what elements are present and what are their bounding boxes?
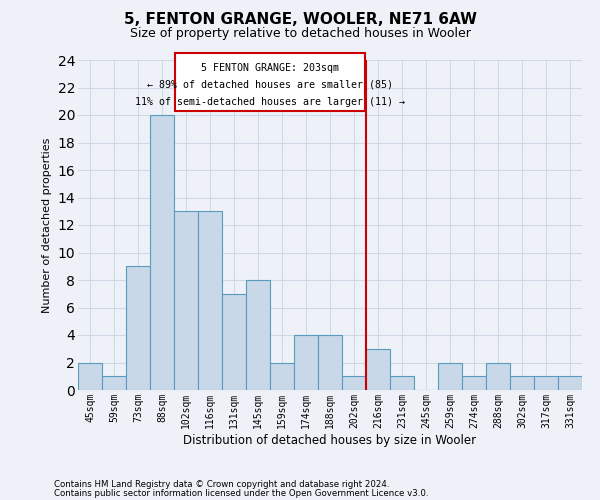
Bar xyxy=(558,376,582,390)
Bar xyxy=(102,376,126,390)
Bar xyxy=(78,362,102,390)
Text: 5 FENTON GRANGE: 203sqm: 5 FENTON GRANGE: 203sqm xyxy=(201,62,339,72)
Text: Size of property relative to detached houses in Wooler: Size of property relative to detached ho… xyxy=(130,28,470,40)
Bar xyxy=(510,376,534,390)
Bar xyxy=(175,53,365,111)
Text: Contains public sector information licensed under the Open Government Licence v3: Contains public sector information licen… xyxy=(54,488,428,498)
Bar xyxy=(390,376,414,390)
Bar xyxy=(270,362,294,390)
Text: ← 89% of detached houses are smaller (85): ← 89% of detached houses are smaller (85… xyxy=(147,80,393,90)
Bar xyxy=(462,376,486,390)
Bar xyxy=(174,211,198,390)
Bar xyxy=(126,266,150,390)
Bar xyxy=(294,335,318,390)
Bar xyxy=(150,115,174,390)
Bar xyxy=(366,349,390,390)
Bar xyxy=(246,280,270,390)
Bar xyxy=(342,376,366,390)
X-axis label: Distribution of detached houses by size in Wooler: Distribution of detached houses by size … xyxy=(184,434,476,446)
Text: 11% of semi-detached houses are larger (11) →: 11% of semi-detached houses are larger (… xyxy=(135,97,405,107)
Text: Contains HM Land Registry data © Crown copyright and database right 2024.: Contains HM Land Registry data © Crown c… xyxy=(54,480,389,489)
Bar xyxy=(438,362,462,390)
Y-axis label: Number of detached properties: Number of detached properties xyxy=(42,138,52,312)
Bar xyxy=(198,211,222,390)
Bar xyxy=(222,294,246,390)
Bar xyxy=(534,376,558,390)
Bar xyxy=(318,335,342,390)
Bar xyxy=(486,362,510,390)
Text: 5, FENTON GRANGE, WOOLER, NE71 6AW: 5, FENTON GRANGE, WOOLER, NE71 6AW xyxy=(124,12,476,28)
